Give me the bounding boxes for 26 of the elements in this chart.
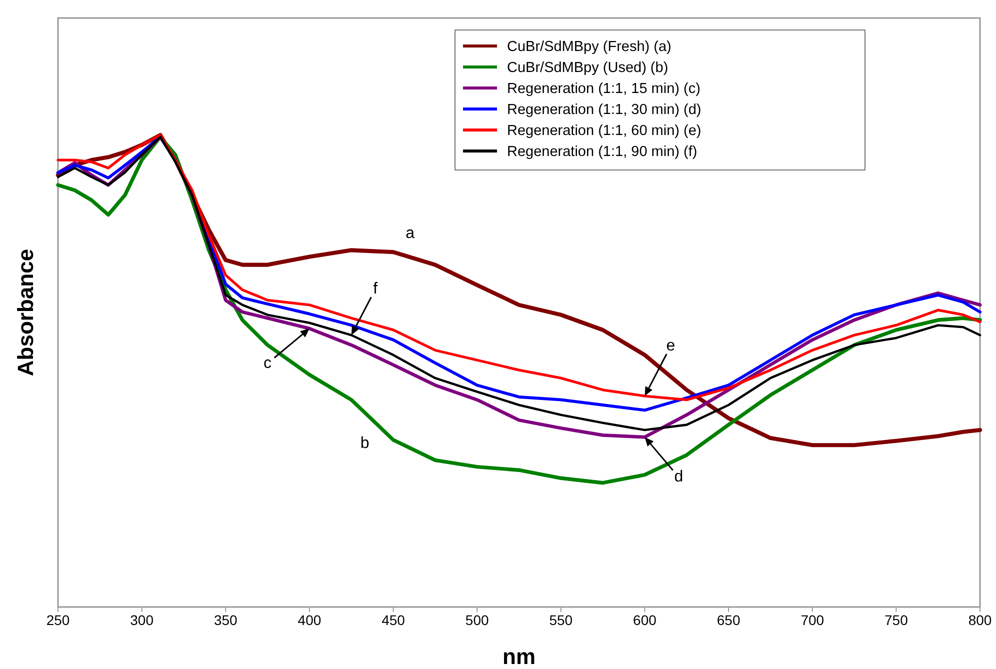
legend-label: Regeneration (1:1, 90 min) (f) bbox=[507, 144, 698, 160]
legend-label: CuBr/SdMBpy (Fresh) (a) bbox=[507, 39, 672, 55]
x-tick-label: 400 bbox=[298, 612, 322, 628]
legend-label: Regeneration (1:1, 60 min) (e) bbox=[507, 123, 702, 139]
x-tick-label: 250 bbox=[46, 612, 70, 628]
legend-label: Regeneration (1:1, 30 min) (d) bbox=[507, 102, 702, 118]
legend-label: Regeneration (1:1, 15 min) (c) bbox=[507, 81, 700, 97]
annotation: d bbox=[674, 468, 684, 486]
x-tick-label: 350 bbox=[214, 612, 238, 628]
x-tick-label: 550 bbox=[549, 612, 573, 628]
x-tick-label: 800 bbox=[968, 612, 992, 628]
x-axis-title: nm bbox=[502, 644, 536, 669]
annotation: c bbox=[263, 355, 272, 372]
y-axis-title: Absorbance bbox=[13, 248, 38, 376]
legend-label: CuBr/SdMBpy (Used) (b) bbox=[507, 60, 668, 76]
x-tick-label: 600 bbox=[633, 612, 657, 628]
annotation: f bbox=[373, 280, 378, 298]
x-tick-label: 650 bbox=[716, 612, 740, 628]
x-tick-label: 750 bbox=[884, 612, 908, 628]
x-tick-label: 300 bbox=[130, 612, 154, 628]
annotation: e bbox=[666, 338, 676, 355]
x-tick-label: 450 bbox=[382, 612, 406, 628]
x-tick-label: 700 bbox=[800, 612, 824, 628]
x-tick-label: 500 bbox=[465, 612, 489, 628]
annotation: a bbox=[406, 225, 415, 242]
annotation: b bbox=[360, 434, 370, 452]
